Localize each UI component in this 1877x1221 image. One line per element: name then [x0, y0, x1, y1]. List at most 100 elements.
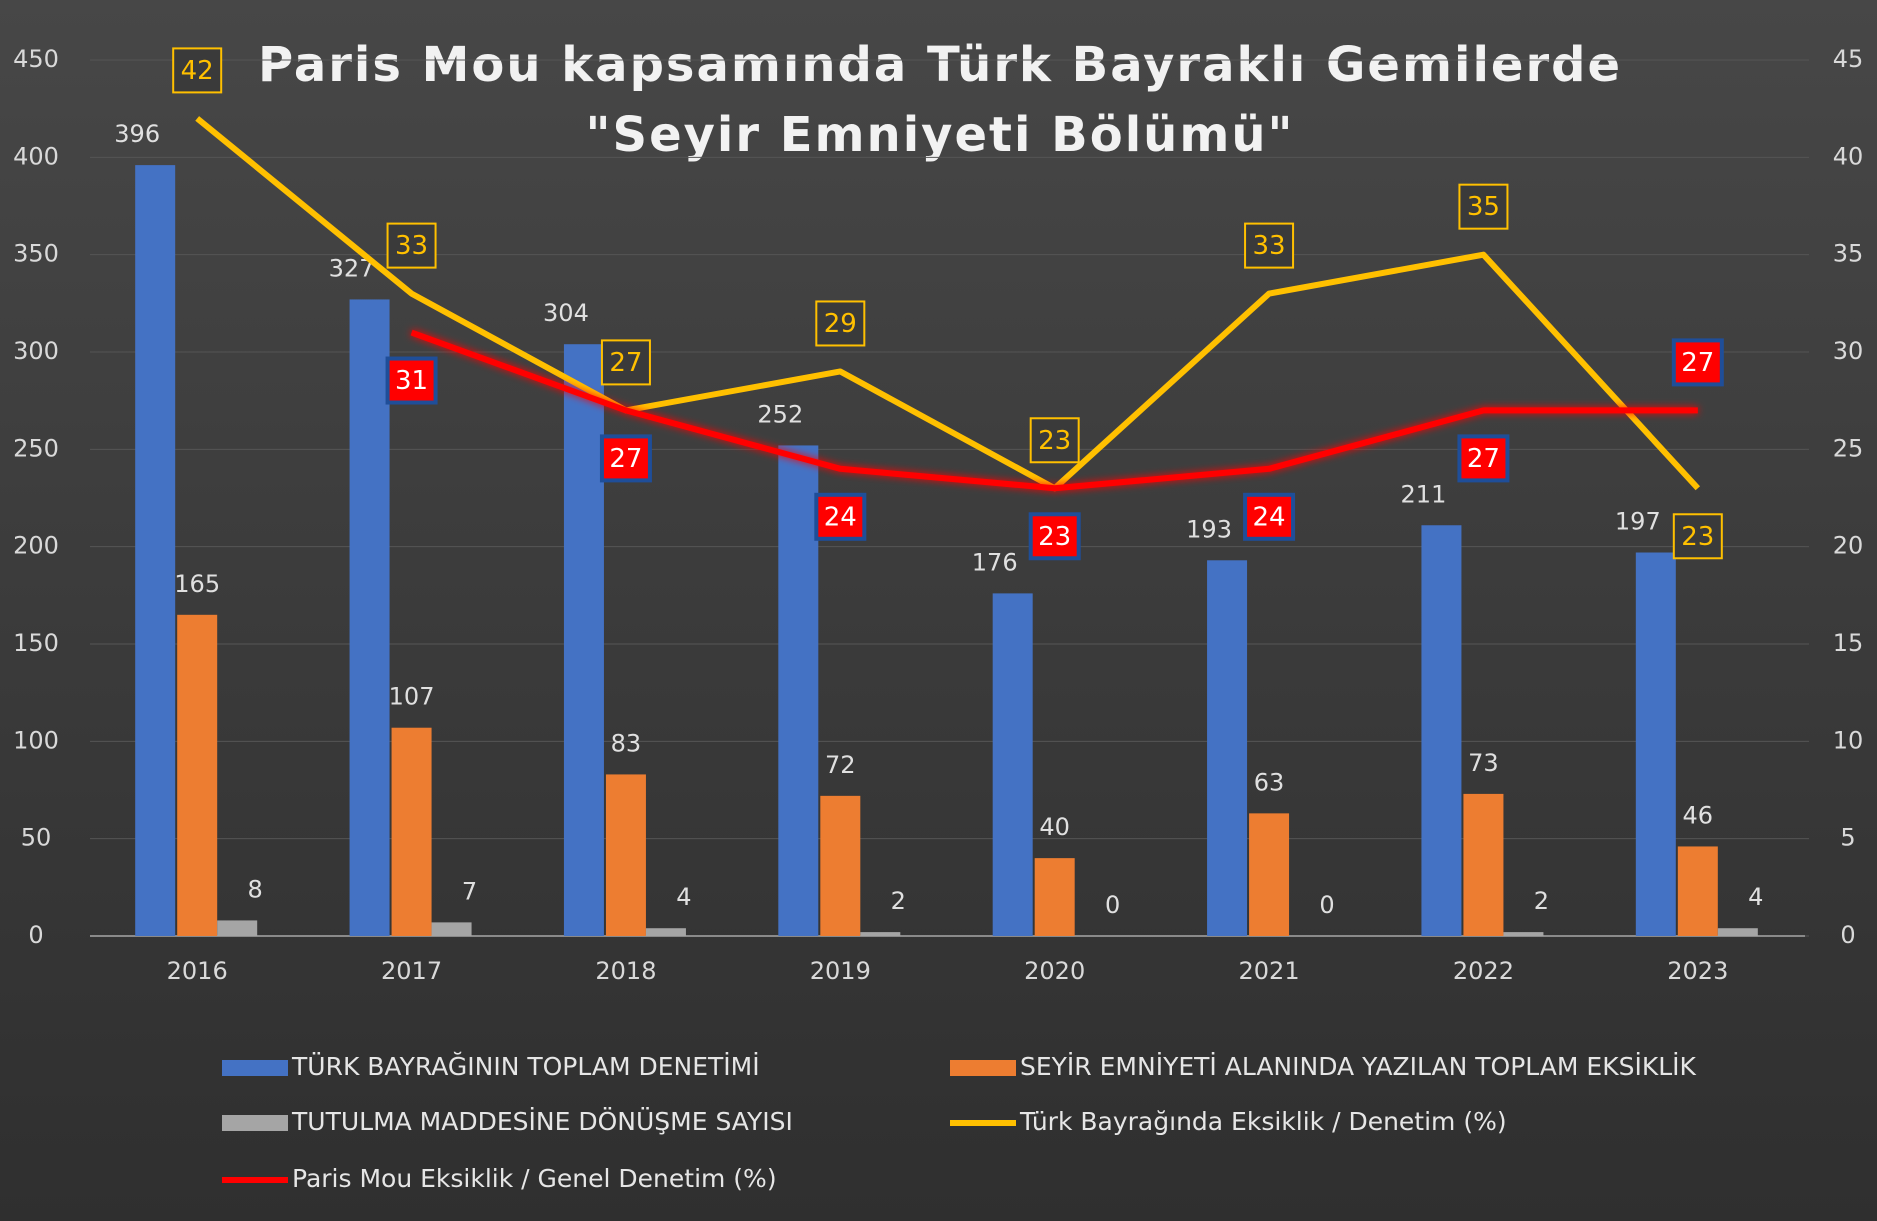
- data-label: 27: [1681, 348, 1714, 378]
- data-label: 73: [1468, 749, 1499, 777]
- bar: [1677, 846, 1718, 936]
- bar: [992, 593, 1033, 936]
- y-tick-label: 150: [13, 629, 59, 657]
- bar: [217, 920, 258, 936]
- data-label: 193: [1186, 515, 1232, 543]
- data-label-box: [1671, 338, 1724, 387]
- data-label: 165: [174, 570, 220, 598]
- bar: [645, 928, 686, 936]
- x-tick-label: 2023: [1667, 957, 1728, 985]
- y-tick-label: 200: [13, 532, 59, 560]
- bar: [1635, 552, 1676, 936]
- legend-label: TÜRK BAYRAĞININ TOPLAM DENETİMİ: [291, 1051, 760, 1081]
- x-tick-label: 2019: [810, 957, 871, 985]
- bar: [605, 774, 646, 936]
- x-tick-label: 2022: [1453, 957, 1514, 985]
- y2-tick-label: 0: [1840, 921, 1855, 949]
- data-label-box: [386, 222, 437, 269]
- data-label: 8: [248, 875, 263, 903]
- chart-title: "Seyir Emniyeti Bölümü": [585, 107, 1294, 163]
- bar: [563, 344, 604, 936]
- bar: [431, 922, 472, 936]
- data-label: 304: [543, 299, 589, 327]
- y-tick-label: 0: [28, 921, 43, 949]
- bar: [1034, 858, 1075, 936]
- x-tick-label: 2017: [381, 957, 442, 985]
- line: [410, 329, 1698, 492]
- bar: [177, 614, 218, 936]
- legend-swatch: [222, 1115, 288, 1131]
- y2-tick-label: 10: [1833, 726, 1864, 754]
- data-label: 27: [609, 444, 642, 474]
- data-label-box: [1028, 512, 1081, 561]
- data-label: 4: [1748, 883, 1763, 911]
- data-label: 2: [1534, 887, 1549, 915]
- line: [195, 116, 1701, 492]
- chart-title: Paris Mou kapsamında Türk Bayraklı Gemil…: [258, 37, 1622, 93]
- y2-tick-label: 30: [1833, 337, 1864, 365]
- data-label: 83: [611, 729, 642, 757]
- legend-swatch: [950, 1060, 1016, 1076]
- y-tick-label: 50: [21, 824, 52, 852]
- data-label-box: [1458, 183, 1509, 230]
- bar: [1207, 560, 1248, 936]
- data-label: 24: [1253, 502, 1286, 532]
- data-label-box: [1244, 222, 1295, 269]
- data-label: 33: [1253, 231, 1286, 261]
- legend-label: Paris Mou Eksiklik / Genel Denetim (%): [292, 1164, 777, 1193]
- x-tick-label: 2021: [1239, 957, 1300, 985]
- data-label: 29: [824, 309, 857, 339]
- bar: [135, 165, 176, 936]
- bar: [349, 299, 390, 936]
- data-label: 31: [395, 366, 428, 396]
- bar: [778, 445, 819, 936]
- data-label: 23: [1038, 522, 1071, 552]
- data-label: 197: [1615, 508, 1661, 536]
- y-tick-label: 350: [13, 240, 59, 268]
- data-label: 72: [825, 751, 856, 779]
- legend-swatch: [222, 1060, 288, 1076]
- y-tick-label: 450: [13, 45, 59, 73]
- data-label: 42: [181, 56, 214, 86]
- data-label: 27: [609, 348, 642, 378]
- x-tick-label: 2018: [595, 957, 656, 985]
- legend-label: Türk Bayrağında Eksiklik / Denetim (%): [1019, 1107, 1507, 1136]
- y-tick-label: 300: [13, 337, 59, 365]
- data-label-box: [172, 47, 223, 94]
- y2-tick-label: 25: [1833, 434, 1864, 462]
- data-label: 0: [1319, 891, 1334, 919]
- bar: [1249, 813, 1290, 936]
- data-label: 2: [891, 887, 906, 915]
- bar: [820, 795, 861, 936]
- y2-tick-label: 35: [1833, 240, 1864, 268]
- bar: [1421, 525, 1462, 936]
- y2-tick-label: 20: [1833, 532, 1864, 560]
- bar: [1717, 928, 1758, 936]
- data-label: 40: [1039, 813, 1070, 841]
- data-label: 35: [1467, 192, 1500, 222]
- data-label: 46: [1683, 801, 1714, 829]
- data-label-box: [1029, 417, 1080, 464]
- data-label: 23: [1038, 426, 1071, 456]
- data-label: 4: [676, 883, 691, 911]
- legend-label: SEYİR EMNİYETİ ALANINDA YAZILAN TOPLAM E…: [1020, 1052, 1697, 1081]
- x-tick-label: 2016: [167, 957, 228, 985]
- data-label-box: [599, 434, 652, 483]
- x-tick-label: 2020: [1024, 957, 1085, 985]
- data-label: 107: [389, 683, 435, 711]
- data-label: 7: [462, 877, 477, 905]
- data-label: 0: [1105, 891, 1120, 919]
- data-label: 33: [395, 231, 428, 261]
- data-label-box: [814, 492, 867, 541]
- data-label: 23: [1681, 522, 1714, 552]
- bar: [391, 727, 432, 936]
- bar: [860, 932, 901, 936]
- data-label-box: [1457, 434, 1510, 483]
- data-label-box: [385, 356, 438, 405]
- data-label-box: [1672, 513, 1723, 560]
- data-label: 63: [1254, 768, 1285, 796]
- data-label-box: [1243, 492, 1296, 541]
